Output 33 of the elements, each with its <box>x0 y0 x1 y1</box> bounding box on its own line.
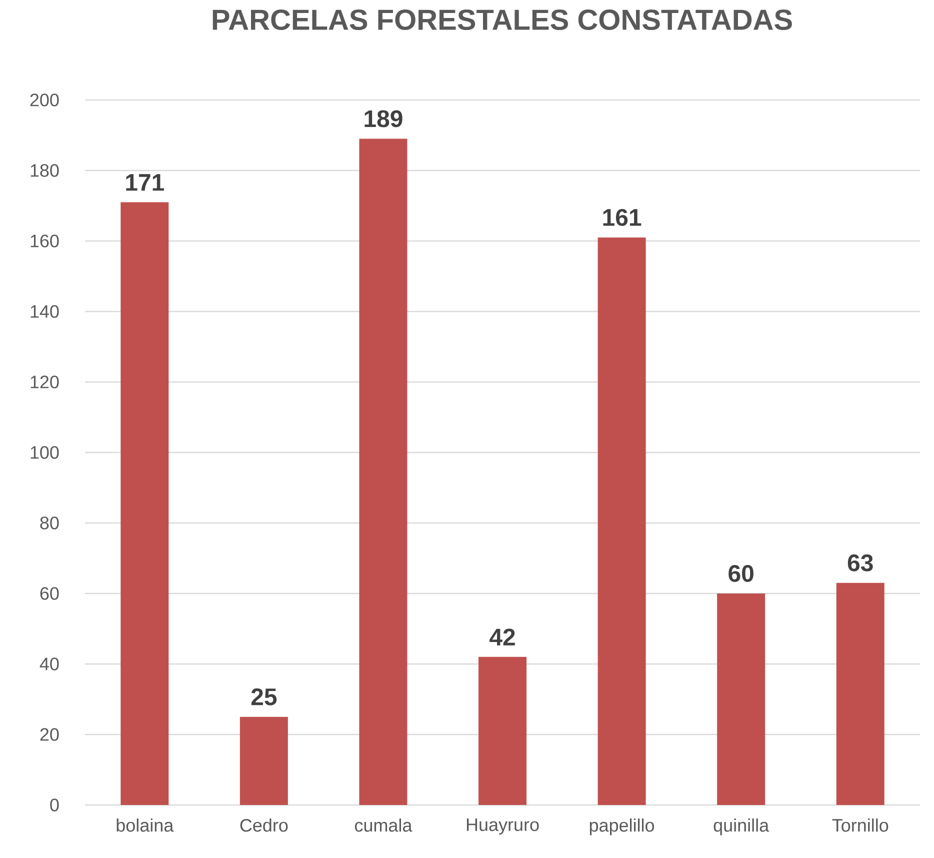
data-label: 60 <box>728 564 754 582</box>
y-tick-label: 140 <box>30 305 59 318</box>
y-tick-label: 80 <box>40 516 59 530</box>
x-tick-label: cumala <box>354 818 412 832</box>
y-tick-label: 180 <box>30 164 59 177</box>
x-tick-label: quinilla <box>714 818 770 836</box>
data-label: 171 <box>126 174 164 191</box>
x-tick-label: papelillo <box>590 818 654 836</box>
chart-title: PARCELAS FORESTALES CONSTATADAS <box>212 10 792 30</box>
data-label: 25 <box>251 688 277 706</box>
x-tick-label: Huayruro <box>466 818 539 835</box>
y-tick-label: 120 <box>30 376 59 388</box>
bar <box>717 593 766 805</box>
y-tick-label: 20 <box>40 728 59 741</box>
data-label: 42 <box>490 628 515 646</box>
y-tick-label: 60 <box>40 587 59 600</box>
bar <box>478 656 527 805</box>
data-label: 189 <box>364 110 402 128</box>
y-tick-label: 160 <box>30 234 59 248</box>
data-label: 63 <box>848 554 873 572</box>
x-tick-label: bolaina <box>116 818 174 832</box>
data-label: 161 <box>603 208 642 226</box>
bar <box>120 202 169 805</box>
y-tick-label: 0 <box>50 798 59 812</box>
y-tick-label: 200 <box>30 94 59 106</box>
y-tick-label: 100 <box>30 446 59 459</box>
bar <box>836 582 884 805</box>
x-tick-label: Cedro <box>240 818 288 832</box>
y-tick-label: 40 <box>40 658 59 670</box>
bar <box>240 716 288 805</box>
x-tick-label: Tornillo <box>832 818 888 832</box>
bar <box>598 237 646 805</box>
bar <box>359 138 408 805</box>
